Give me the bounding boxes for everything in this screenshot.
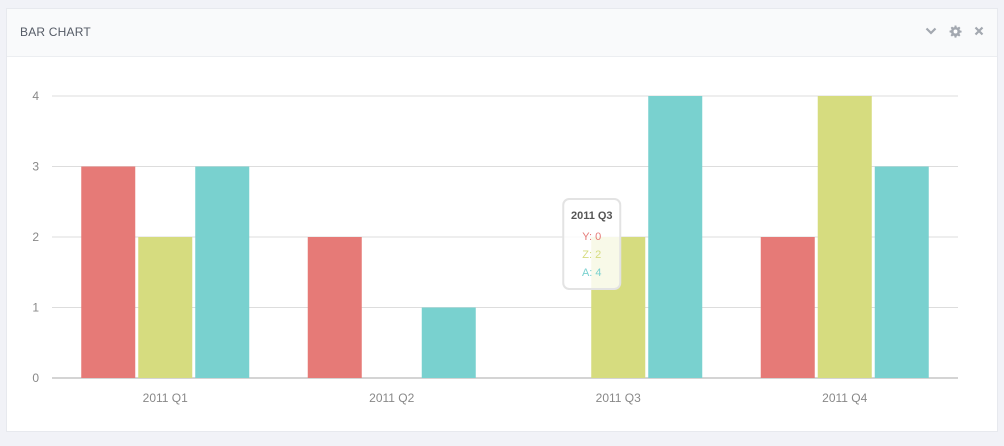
bar-y[interactable] — [307, 237, 362, 378]
bar-a[interactable] — [874, 166, 929, 379]
tooltip-row: Z: 2 — [582, 249, 601, 261]
bar-z[interactable] — [138, 237, 193, 378]
y-tick-label: 2 — [32, 230, 39, 244]
x-tick-label: 2011 Q4 — [822, 391, 867, 405]
bar-a[interactable] — [648, 96, 703, 378]
y-tick-label: 4 — [32, 89, 39, 103]
tooltip: 2011 Q3 Y: 0 Z: 2 A: 4 — [562, 198, 622, 290]
panel-tools — [923, 23, 987, 39]
panel-header: BAR CHART — [7, 9, 997, 57]
chevron-down-icon[interactable] — [923, 23, 939, 39]
bar-z[interactable] — [817, 96, 872, 378]
bar-y[interactable] — [81, 166, 136, 379]
y-tick-label: 1 — [32, 301, 39, 315]
tooltip-row: A: 4 — [582, 267, 602, 279]
close-icon[interactable] — [971, 23, 987, 39]
gear-icon[interactable] — [947, 23, 963, 39]
y-tick-label: 0 — [32, 371, 39, 385]
bar-a[interactable] — [421, 307, 476, 379]
x-tick-label: 2011 Q3 — [596, 391, 641, 405]
x-tick-label: 2011 Q1 — [143, 391, 188, 405]
x-tick-label: 2011 Q2 — [369, 391, 414, 405]
y-tick-label: 3 — [32, 160, 39, 174]
tooltip-title: 2011 Q3 — [571, 210, 613, 222]
tooltip-box — [562, 198, 622, 290]
bar-a[interactable] — [195, 166, 250, 379]
panel-title: BAR CHART — [20, 25, 91, 39]
tooltip-row: Y: 0 — [582, 231, 601, 243]
bar-y[interactable] — [760, 237, 815, 378]
